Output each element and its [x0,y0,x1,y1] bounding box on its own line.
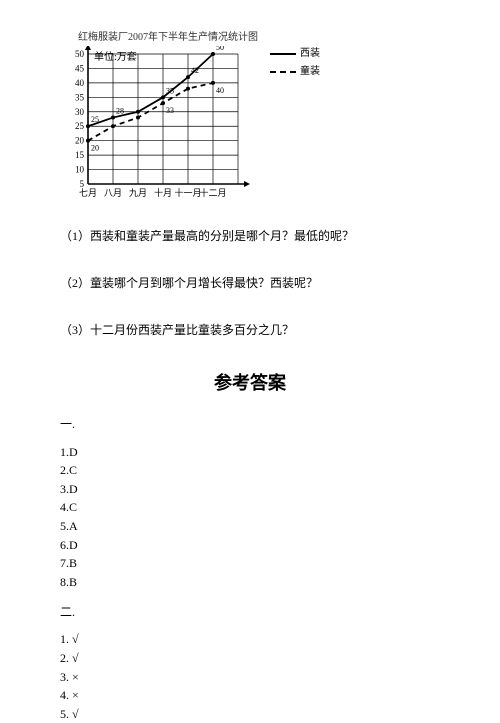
y-axis-unit: 单位:万套 [94,50,137,63]
section-2-answers: 1. √2. √3. ×4. ×5. √ [60,630,440,723]
svg-text:七月: 七月 [79,188,97,198]
answer-item: 2. √ [60,649,440,668]
answer-item: 2.C [60,461,440,480]
answer-item: 3.D [60,480,440,499]
svg-text:八月: 八月 [104,188,122,198]
svg-text:42: 42 [191,66,199,75]
answer-item: 5. √ [60,705,440,723]
answer-item: 1. √ [60,630,440,649]
questions-block: （1）西装和童装产量最高的分别是哪个月？最低的呢？ （2）童装哪个月到哪个月增长… [60,227,440,341]
svg-text:15: 15 [75,150,85,160]
legend-line-dashed [270,71,296,73]
chart-legend: 西装 童装 [270,46,320,82]
legend-item-tongzhuang: 童装 [270,64,320,80]
svg-text:35: 35 [166,86,174,95]
section-1-answers: 1.D2.C3.D4.C5.A6.D7.B8.B [60,443,440,592]
answer-item: 6.D [60,536,440,555]
legend-line-solid [270,53,296,55]
svg-text:20: 20 [91,144,99,153]
svg-text:10: 10 [75,165,85,175]
answer-item: 3. × [60,668,440,687]
svg-text:35: 35 [75,92,85,102]
answer-item: 4. × [60,686,440,705]
section-1-head: 一. [60,415,440,434]
svg-text:33: 33 [166,106,174,115]
svg-text:30: 30 [75,107,85,117]
svg-text:25: 25 [91,115,99,124]
svg-text:25: 25 [75,121,85,131]
production-chart: 红梅服装厂2007年下半年生产情况统计图 5101520253035404550… [60,30,320,205]
question-2: （2）童装哪个月到哪个月增长得最快？西装呢？ [60,274,440,293]
answer-item: 8.B [60,573,440,592]
answer-item: 4.C [60,498,440,517]
svg-text:50: 50 [75,49,85,59]
section-2-head: 二. [60,603,440,622]
svg-text:十一月: 十一月 [174,187,201,198]
chart-svg: 5101520253035404550 七月八月九月十月十一月十二月 单位:万套… [60,46,260,206]
legend-label: 西装 [300,46,320,62]
svg-text:40: 40 [216,86,224,95]
answer-item: 5.A [60,517,440,536]
svg-text:45: 45 [75,63,85,73]
svg-text:20: 20 [75,136,85,146]
svg-text:28: 28 [116,107,124,116]
legend-item-xizhuang: 西装 [270,46,320,62]
question-1: （1）西装和童装产量最高的分别是哪个月？最低的呢？ [60,227,440,246]
svg-text:50: 50 [216,46,224,52]
svg-text:十月: 十月 [154,187,172,198]
legend-label: 童装 [300,64,320,80]
chart-title: 红梅服装厂2007年下半年生产情况统计图 [78,30,258,46]
question-3: （3）十二月份西装产量比童装多百分之几？ [60,321,440,340]
svg-text:九月: 九月 [129,188,147,198]
answer-item: 7.B [60,554,440,573]
answers-title: 参考答案 [60,369,440,398]
svg-text:十二月: 十二月 [199,187,226,198]
answer-item: 1.D [60,443,440,462]
svg-text:40: 40 [75,78,85,88]
